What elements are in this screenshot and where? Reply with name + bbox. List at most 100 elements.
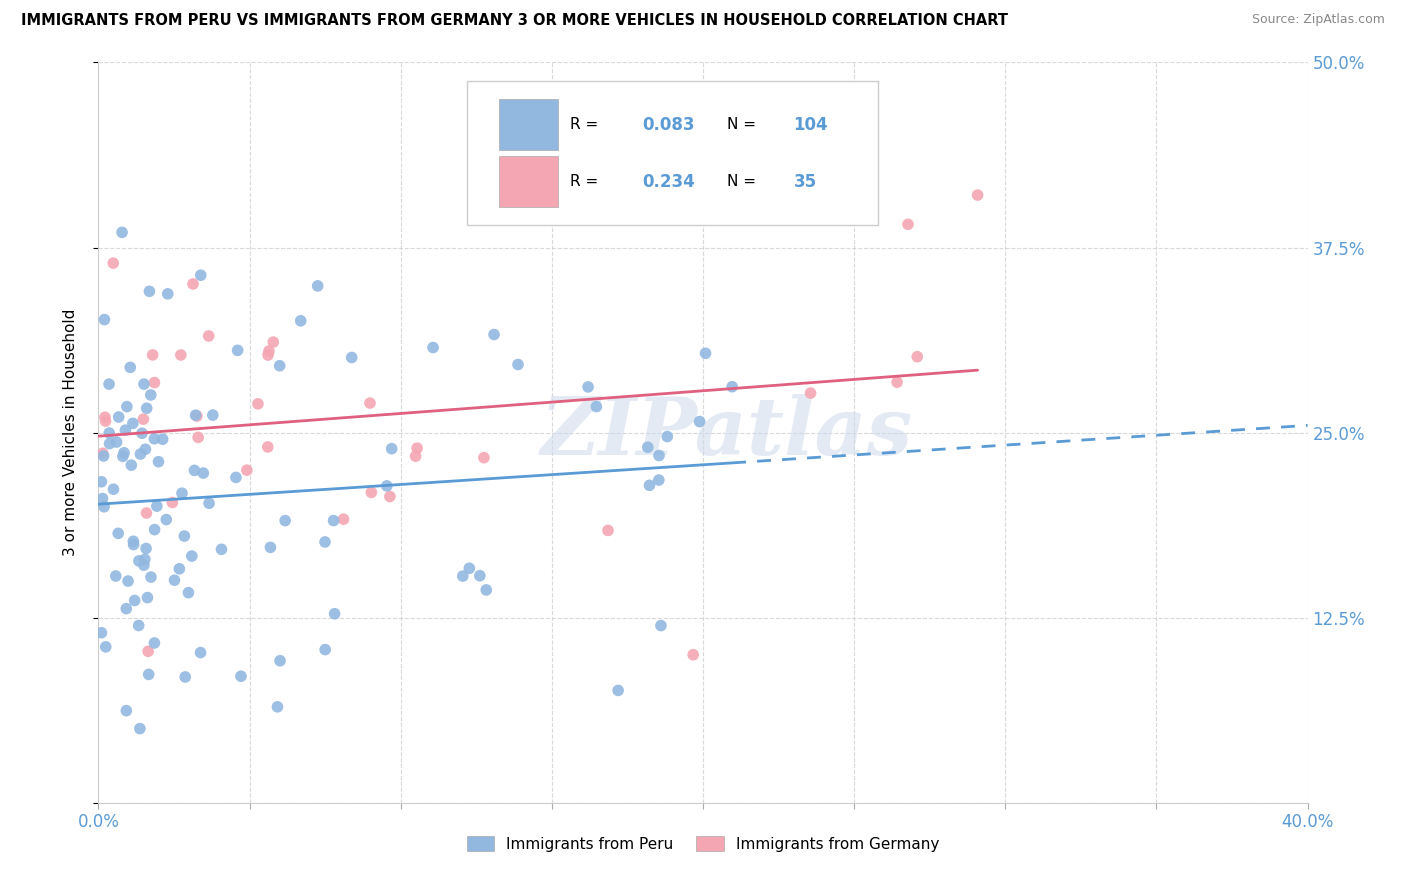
Text: R =: R =: [569, 117, 603, 132]
Point: [472, 450, 495, 465]
Point: [131, 426, 153, 441]
Point: [90, 625, 112, 640]
Y-axis label: 3 or more Vehicles in Household: 3 or more Vehicles in Household: [63, 309, 77, 557]
Point: [262, 335, 284, 350]
Point: [269, 654, 291, 668]
Text: N =: N =: [727, 174, 761, 189]
Point: [177, 585, 200, 599]
Point: [695, 346, 717, 360]
Point: [458, 561, 481, 575]
Point: [246, 397, 269, 411]
Point: [98, 436, 121, 450]
Point: [115, 400, 138, 414]
Text: ZIPatlas: ZIPatlas: [541, 394, 914, 471]
Point: [482, 327, 505, 342]
Point: [122, 534, 145, 549]
Point: [183, 463, 205, 477]
Point: [323, 607, 346, 621]
Point: [143, 432, 166, 446]
Point: [91, 446, 114, 460]
Point: [138, 667, 160, 681]
Point: [451, 569, 474, 583]
Point: [184, 408, 207, 422]
Text: N =: N =: [727, 117, 761, 132]
Point: [114, 423, 136, 437]
Legend: Immigrants from Peru, Immigrants from Germany: Immigrants from Peru, Immigrants from Ge…: [460, 830, 946, 858]
Point: [897, 217, 920, 231]
Point: [637, 440, 659, 454]
Point: [112, 446, 135, 460]
Point: [226, 343, 249, 358]
Point: [257, 348, 280, 362]
Point: [905, 350, 928, 364]
Point: [111, 225, 134, 239]
Point: [211, 542, 233, 557]
FancyBboxPatch shape: [499, 99, 558, 150]
Point: [143, 523, 166, 537]
Point: [136, 591, 159, 605]
Point: [135, 541, 157, 556]
Point: [721, 380, 744, 394]
Point: [143, 376, 166, 390]
Point: [148, 455, 170, 469]
Point: [163, 573, 186, 587]
Point: [576, 380, 599, 394]
Point: [596, 524, 619, 538]
Point: [129, 447, 152, 461]
Point: [375, 479, 398, 493]
Point: [506, 358, 529, 372]
Point: [187, 430, 209, 444]
Text: R =: R =: [569, 174, 603, 189]
Point: [134, 552, 156, 566]
Point: [93, 449, 115, 463]
Point: [190, 268, 212, 283]
Point: [121, 417, 143, 431]
Point: [468, 568, 491, 582]
Point: [139, 570, 162, 584]
Point: [146, 499, 169, 513]
Point: [381, 442, 404, 456]
Point: [332, 512, 354, 526]
Point: [259, 541, 281, 555]
Point: [307, 279, 329, 293]
Point: [105, 435, 128, 450]
Point: [120, 360, 142, 375]
Point: [94, 640, 117, 654]
Point: [128, 618, 150, 632]
Point: [886, 375, 908, 389]
Point: [132, 412, 155, 426]
Point: [406, 441, 429, 455]
Text: 35: 35: [793, 173, 817, 191]
Point: [156, 286, 179, 301]
Point: [93, 312, 115, 326]
Point: [174, 670, 197, 684]
Point: [274, 514, 297, 528]
Point: [682, 648, 704, 662]
Point: [689, 415, 711, 429]
Point: [193, 466, 215, 480]
Point: [107, 410, 129, 425]
Text: 104: 104: [793, 116, 828, 134]
Point: [201, 408, 224, 422]
Point: [136, 644, 159, 658]
Point: [91, 491, 114, 506]
Point: [134, 442, 156, 457]
Point: [132, 558, 155, 573]
Point: [107, 526, 129, 541]
Point: [475, 582, 498, 597]
Point: [128, 722, 150, 736]
Point: [197, 329, 219, 343]
Point: [155, 512, 177, 526]
Point: [638, 478, 661, 492]
Point: [170, 348, 193, 362]
Point: [360, 485, 382, 500]
Point: [181, 277, 204, 291]
Point: [190, 646, 212, 660]
Point: [124, 593, 146, 607]
Point: [290, 314, 312, 328]
Point: [378, 490, 401, 504]
Point: [236, 463, 259, 477]
Point: [152, 432, 174, 446]
Point: [142, 348, 165, 362]
Point: [98, 425, 121, 440]
